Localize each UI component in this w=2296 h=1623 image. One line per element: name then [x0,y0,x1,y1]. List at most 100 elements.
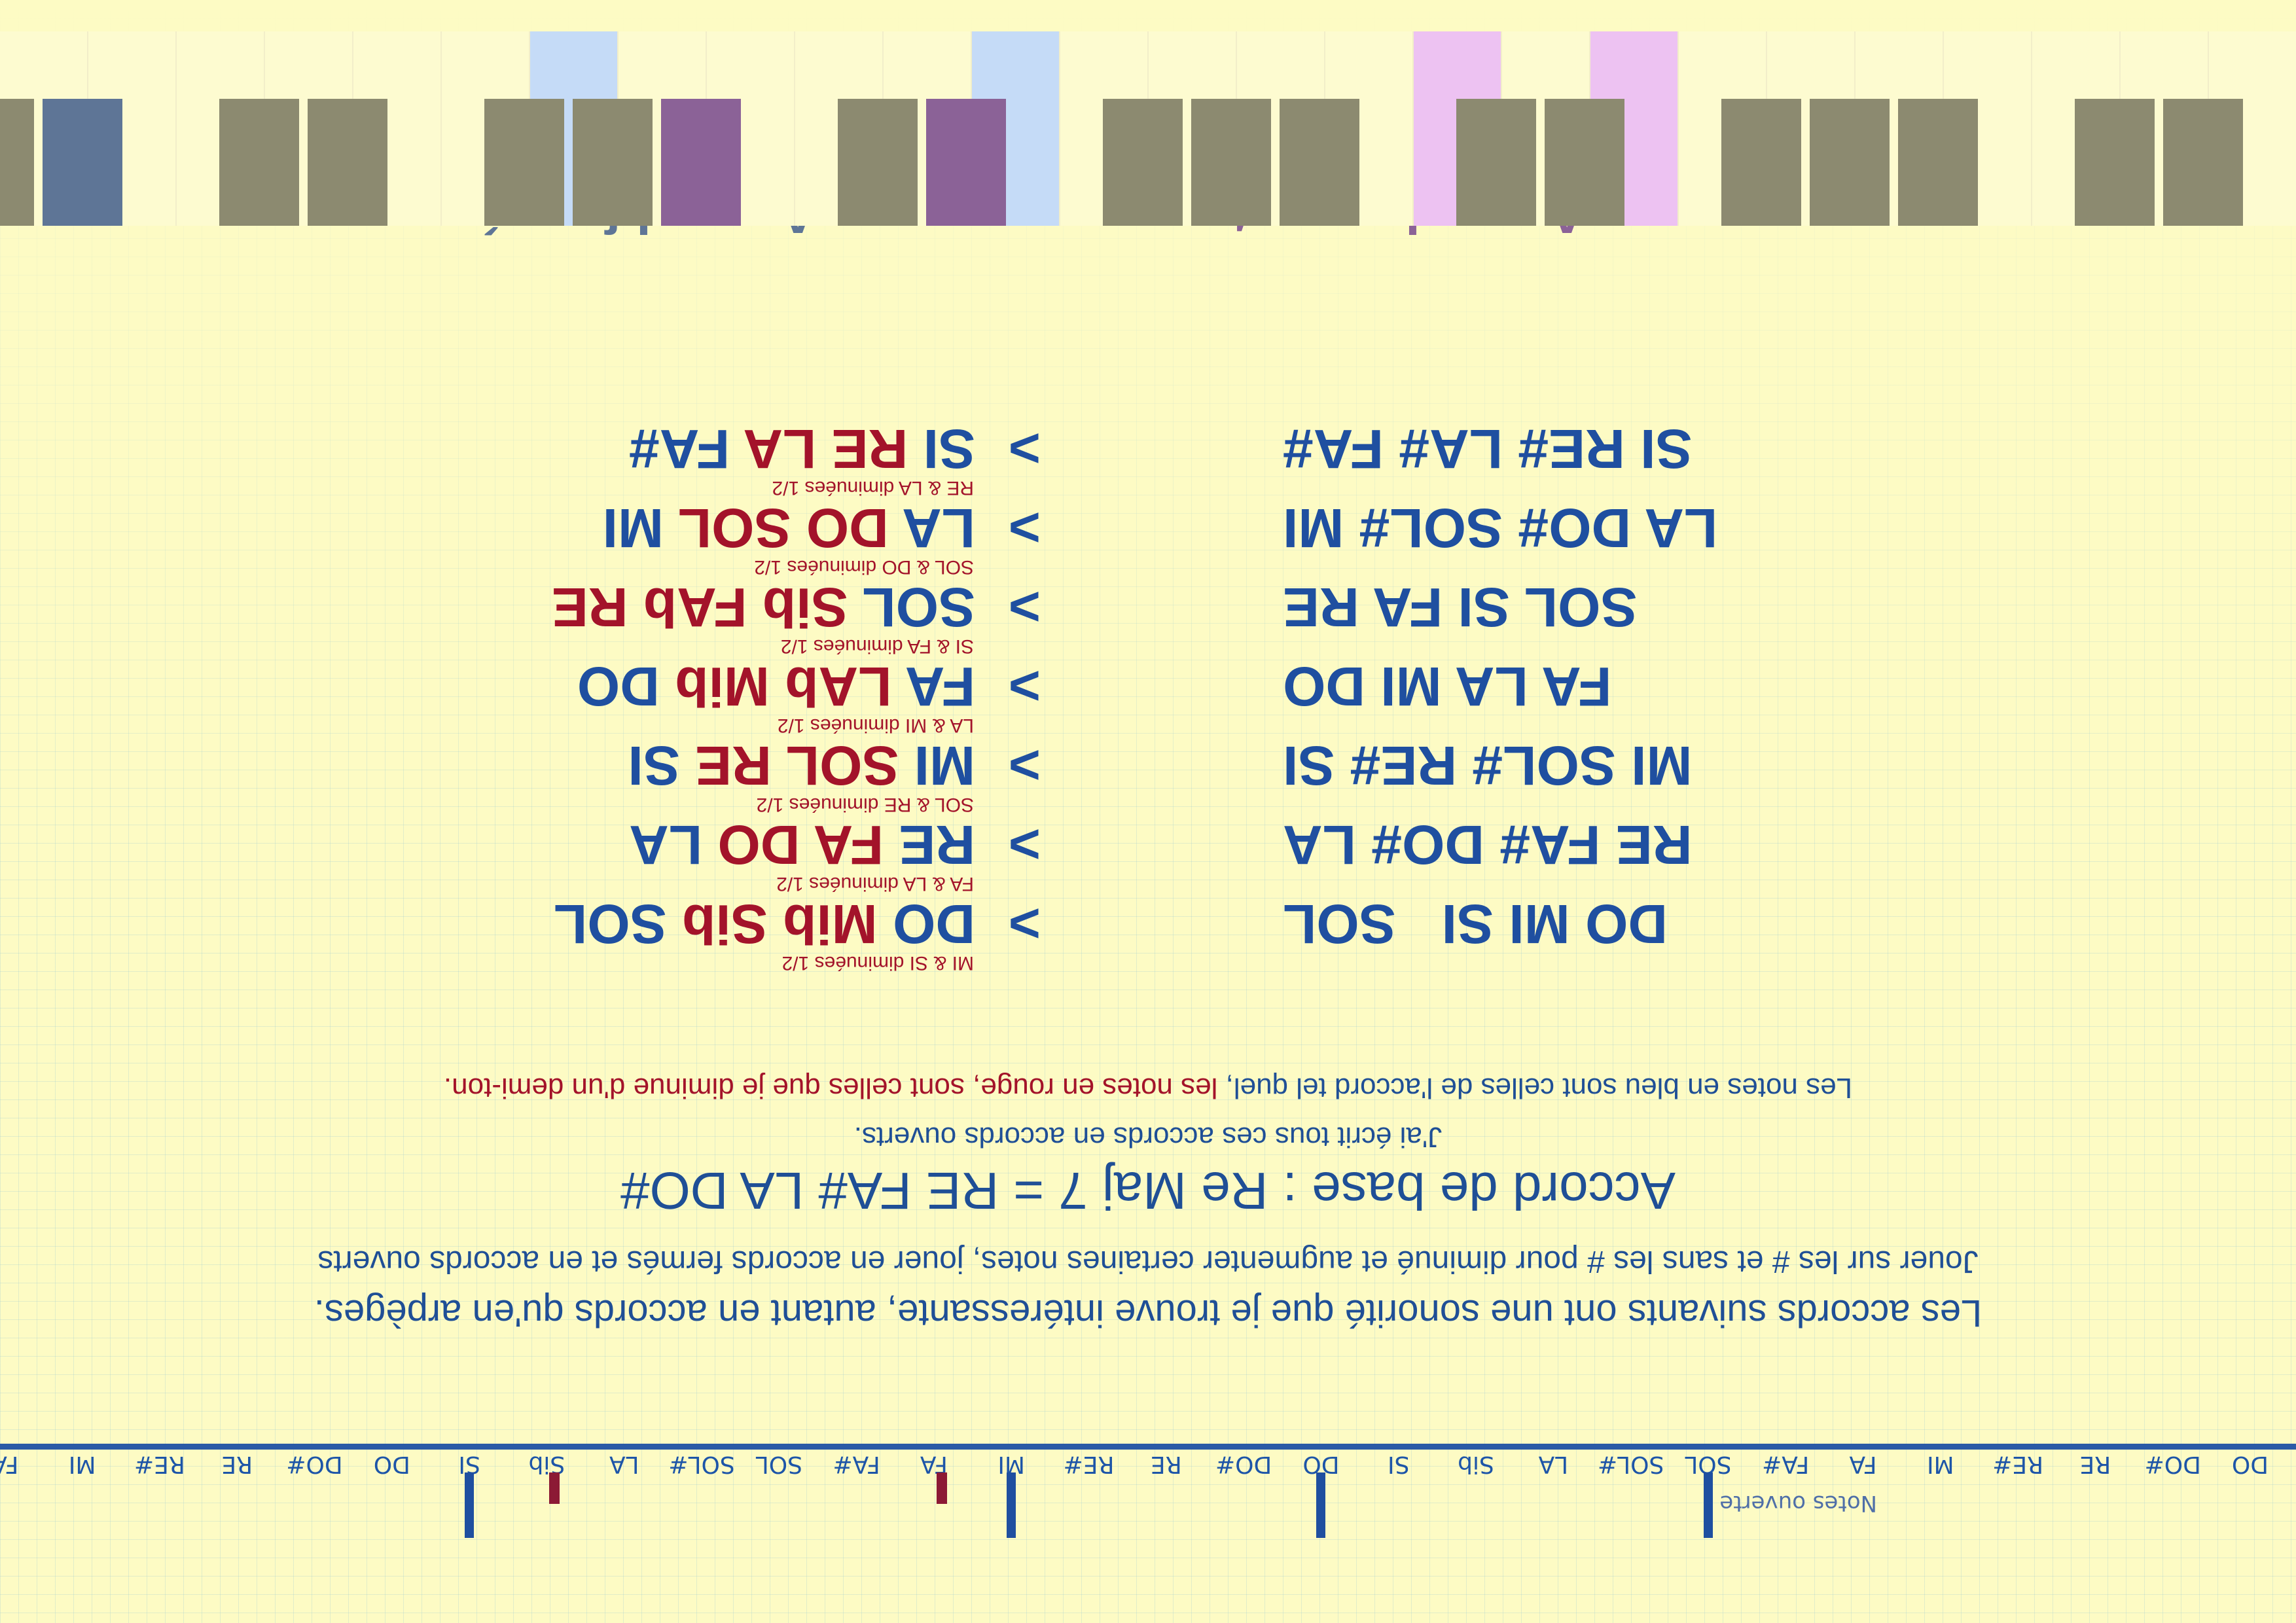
ruler-label: RE# [1992,1451,2044,1478]
lowered-note: RE LA [730,418,908,480]
ruler-label: LA [609,1451,639,1478]
open-chord-notes: SOL SI FA RE [1283,577,1638,638]
black-key[interactable] [926,99,1006,226]
chord-row: LA DO# SOL# MI > LA DO SOL MI SOL & DO dimi… [0,481,2296,578]
altered-chord-notes: SI RE LA FA# [629,417,975,480]
black-key[interactable] [1103,99,1183,226]
open-chord-notes: SI RE# LA# FA# [1283,418,1693,480]
ruler-label: SOL [755,1451,802,1478]
chord-row: SOL SI FA RE > SOL Sib FAb RE SI & FA dimin… [0,560,2296,657]
arrow-sign: > [1008,814,1041,876]
black-key[interactable] [308,99,387,226]
lowered-notes-caption: LA & MI diminuées 1/2 [777,715,974,736]
ruler-label: MI [1926,1451,1954,1478]
ruler-label: DO# [2144,1451,2201,1478]
ruler-label: LA [1538,1451,1569,1478]
ruler-label: DO# [286,1451,343,1478]
ruler-label: DO# [1215,1451,1272,1478]
arrow-sign: > [1008,893,1041,955]
altered-chord-notes: SOL Sib FAb RE [552,575,975,639]
altered-chord-notes: LA DO SOL MI [603,496,975,560]
chord-note: LA [629,814,703,876]
altered-chord-notes: RE FA DO LA [629,813,975,876]
open-chord-notes: MI SOL# RE# SI [1283,735,1693,796]
chord-row: SI RE# LA# FA# > SI RE LA FA# RE & LA dimin… [0,402,2296,499]
chord-note: RE [883,814,975,876]
black-key[interactable] [1456,99,1536,226]
lowered-note: Sib FAb [628,577,848,638]
lowered-note: DO SOL [663,497,889,559]
lowered-note: RE [551,577,628,638]
ruler-label: SOL# [1597,1451,1664,1478]
chord-note: SI [908,418,975,480]
open-chord-notes: LA DO# SOL# MI [1283,497,1718,559]
ruler-label: SI [1387,1451,1410,1478]
ruler-label: RE# [1063,1451,1115,1478]
black-key[interactable] [2163,99,2243,226]
ruler-label: Sib [1458,1451,1494,1478]
chord-note: FA [891,656,975,717]
chord-row: DO MI SI SOL > DO Mib Sib SOL MI & SI dimin… [0,877,2296,974]
black-key[interactable] [1545,99,1624,226]
intro-line-1: Les accords suivants ont une sonorité qu… [314,1292,1982,1334]
black-key[interactable] [1810,99,1890,226]
black-key[interactable] [661,99,741,226]
altered-chord-notes: MI SOL RE SI [628,734,975,797]
open-chord-notes: FA LA MI DO [1283,656,1612,717]
chord-row: MI SOL# RE# SI > MI SOL RE SI SOL & RE dimi… [0,719,2296,815]
lowered-notes-caption: SI & FA diminuées 1/2 [780,635,974,657]
chord-note: DO [577,656,660,717]
intro-line-3: J'ai écrit tous ces accords en accords o… [853,1121,1443,1153]
ruler-label: DO [373,1451,410,1478]
ruler-label: FA# [833,1451,880,1478]
chord-note: SOL [848,577,975,638]
lowered-note: DO [702,814,800,876]
ruler-mark [549,1472,560,1504]
black-key[interactable] [573,99,653,226]
legend-red: les notes en rouge, sont celles que je d… [443,1072,1226,1104]
open-chord-notes: RE FA# DO# LA [1283,814,1693,876]
intro-line-2: Jouer sur les # et sans les # pour dimin… [317,1244,1979,1279]
arrow-sign: > [1008,418,1041,480]
ruler-label: FA [0,1451,19,1478]
black-key[interactable] [1898,99,1978,226]
black-key[interactable] [43,99,122,226]
arrow-sign: > [1008,577,1041,638]
ruler-label: RE [1150,1451,1182,1478]
ruler-title: Notes ouverte [1719,1490,1877,1516]
lowered-notes-caption: SOL & RE diminuées 1/2 [756,794,974,815]
ruler-label: RE# [134,1451,185,1478]
chord-note: LA [888,497,975,559]
chord-note: MI [602,497,664,559]
lowered-notes-caption: FA & LA diminuées 1/2 [776,873,974,895]
black-key[interactable] [1191,99,1271,226]
black-key[interactable] [838,99,918,226]
black-key[interactable] [1280,99,1359,226]
chord-row: RE FA# DO# LA > RE FA DO LA FA & LA diminué… [0,798,2296,895]
ruler-mark [1703,1472,1713,1538]
black-key[interactable] [484,99,564,226]
ruler-label: RE [2079,1451,2111,1478]
chord-note: FA# [629,418,730,480]
color-legend: Les notes en bleu sont celles de l'accor… [0,1071,2296,1104]
lowered-note: LAb Mib [659,656,892,717]
ruler-label: DO [2231,1451,2269,1478]
black-key[interactable] [0,99,34,226]
black-key[interactable] [219,99,299,226]
altered-chord-notes: DO Mib Sib SOL [554,892,975,955]
ruler-mark [1316,1472,1326,1538]
arrow-sign: > [1008,497,1041,559]
lowered-note: FA [800,814,884,876]
arrow-sign: > [1008,735,1041,796]
black-key[interactable] [2075,99,2155,226]
open-chord-notes: DO MI SI SOL [1283,893,1668,955]
black-key[interactable] [1721,99,1801,226]
altered-chord-notes: FA LAb Mib DO [577,654,975,718]
chord-note: DO [877,893,975,955]
chord-note: MI [899,735,975,796]
chord-row: FA LA MI DO > FA LAb Mib DO LA & MI diminué… [0,639,2296,736]
ruler-label: SOL# [668,1451,735,1478]
lowered-notes-caption: SOL & DO diminuées 1/2 [754,556,974,578]
